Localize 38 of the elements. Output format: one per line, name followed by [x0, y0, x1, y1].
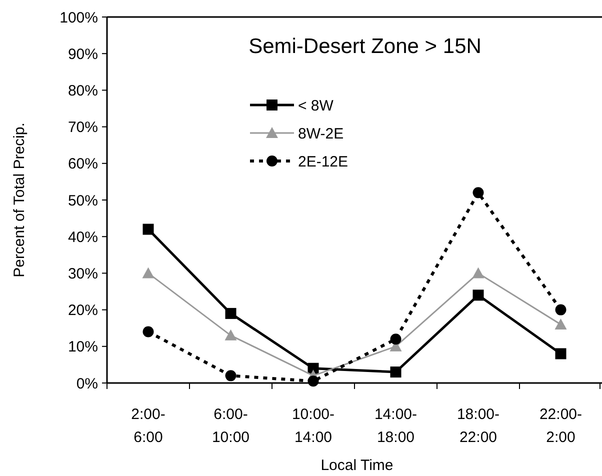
x-axis-title: Local Time — [320, 457, 394, 474]
y-tick-label: 70% — [68, 119, 98, 136]
x-tick-label: 2:00-6:00 — [131, 406, 166, 446]
point — [142, 267, 154, 278]
y-tick-label: 100% — [60, 9, 98, 26]
point — [142, 326, 154, 338]
y-tick-label: 0% — [76, 375, 98, 392]
y-tick-label: 20% — [68, 302, 98, 320]
y-tick-label: 50% — [68, 192, 98, 210]
point — [472, 267, 484, 278]
point — [554, 318, 567, 330]
legend-label: 2E-12E — [298, 153, 348, 170]
y-tick-label: 80% — [68, 82, 98, 100]
point — [472, 290, 484, 301]
y-axis-title: Percent of Total Precip. — [11, 122, 28, 278]
x-tick-label: 18:00-22:00 — [456, 406, 500, 446]
point — [224, 329, 237, 340]
x-tick-label: 22:00-2:00 — [539, 406, 582, 446]
point — [555, 304, 566, 316]
point — [225, 308, 236, 319]
x-tick-label: 10:00-14:00 — [292, 406, 335, 446]
y-tick-label: 60% — [68, 156, 98, 173]
point — [142, 224, 154, 235]
point — [390, 366, 402, 378]
y-tick-label: 40% — [68, 228, 98, 246]
point — [225, 370, 236, 382]
x-tick-label: 14:00-18:00 — [374, 406, 418, 446]
point — [555, 348, 566, 360]
x-tick-label: 6:00-10:00 — [212, 406, 250, 446]
y-tick-label: 30% — [68, 265, 98, 282]
y-tick-label: 90% — [68, 46, 98, 63]
point — [390, 334, 402, 345]
legend-label: < 8W — [298, 97, 334, 114]
point — [472, 187, 484, 198]
y-tick-label: 10% — [68, 338, 98, 356]
legend-label: 8W-2E — [298, 125, 344, 142]
point — [308, 376, 319, 387]
text: Semi-Desert Zone > 15N — [248, 35, 482, 58]
